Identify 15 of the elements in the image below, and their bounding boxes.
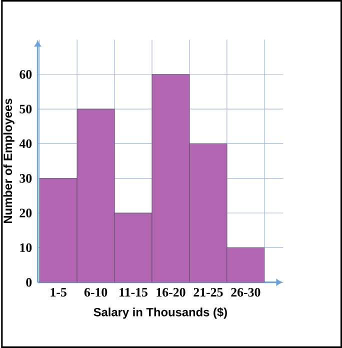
y-tick-label: 30 bbox=[20, 174, 32, 183]
x-tick-label: 26-30 bbox=[231, 288, 260, 297]
y-tick-label: 10 bbox=[20, 243, 32, 252]
y-tick-label: 0 bbox=[26, 278, 32, 287]
x-tick-label: 1-5 bbox=[50, 288, 66, 297]
y-tick-label: 40 bbox=[19, 139, 32, 148]
y-tick-label: 60 bbox=[20, 70, 32, 79]
y-tick-label: 20 bbox=[20, 208, 32, 218]
y-axis-title: Number of Employees bbox=[3, 98, 14, 224]
x-tick-label: 11-15 bbox=[120, 288, 148, 297]
y-tick-label: 50 bbox=[20, 104, 32, 114]
x-axis-title: Salary in Thousands ($) bbox=[94, 307, 227, 319]
x-tick-label: 6-10 bbox=[84, 288, 108, 297]
x-tick-label: 21-25 bbox=[194, 288, 223, 297]
x-tick-label: 16-20 bbox=[156, 288, 186, 297]
